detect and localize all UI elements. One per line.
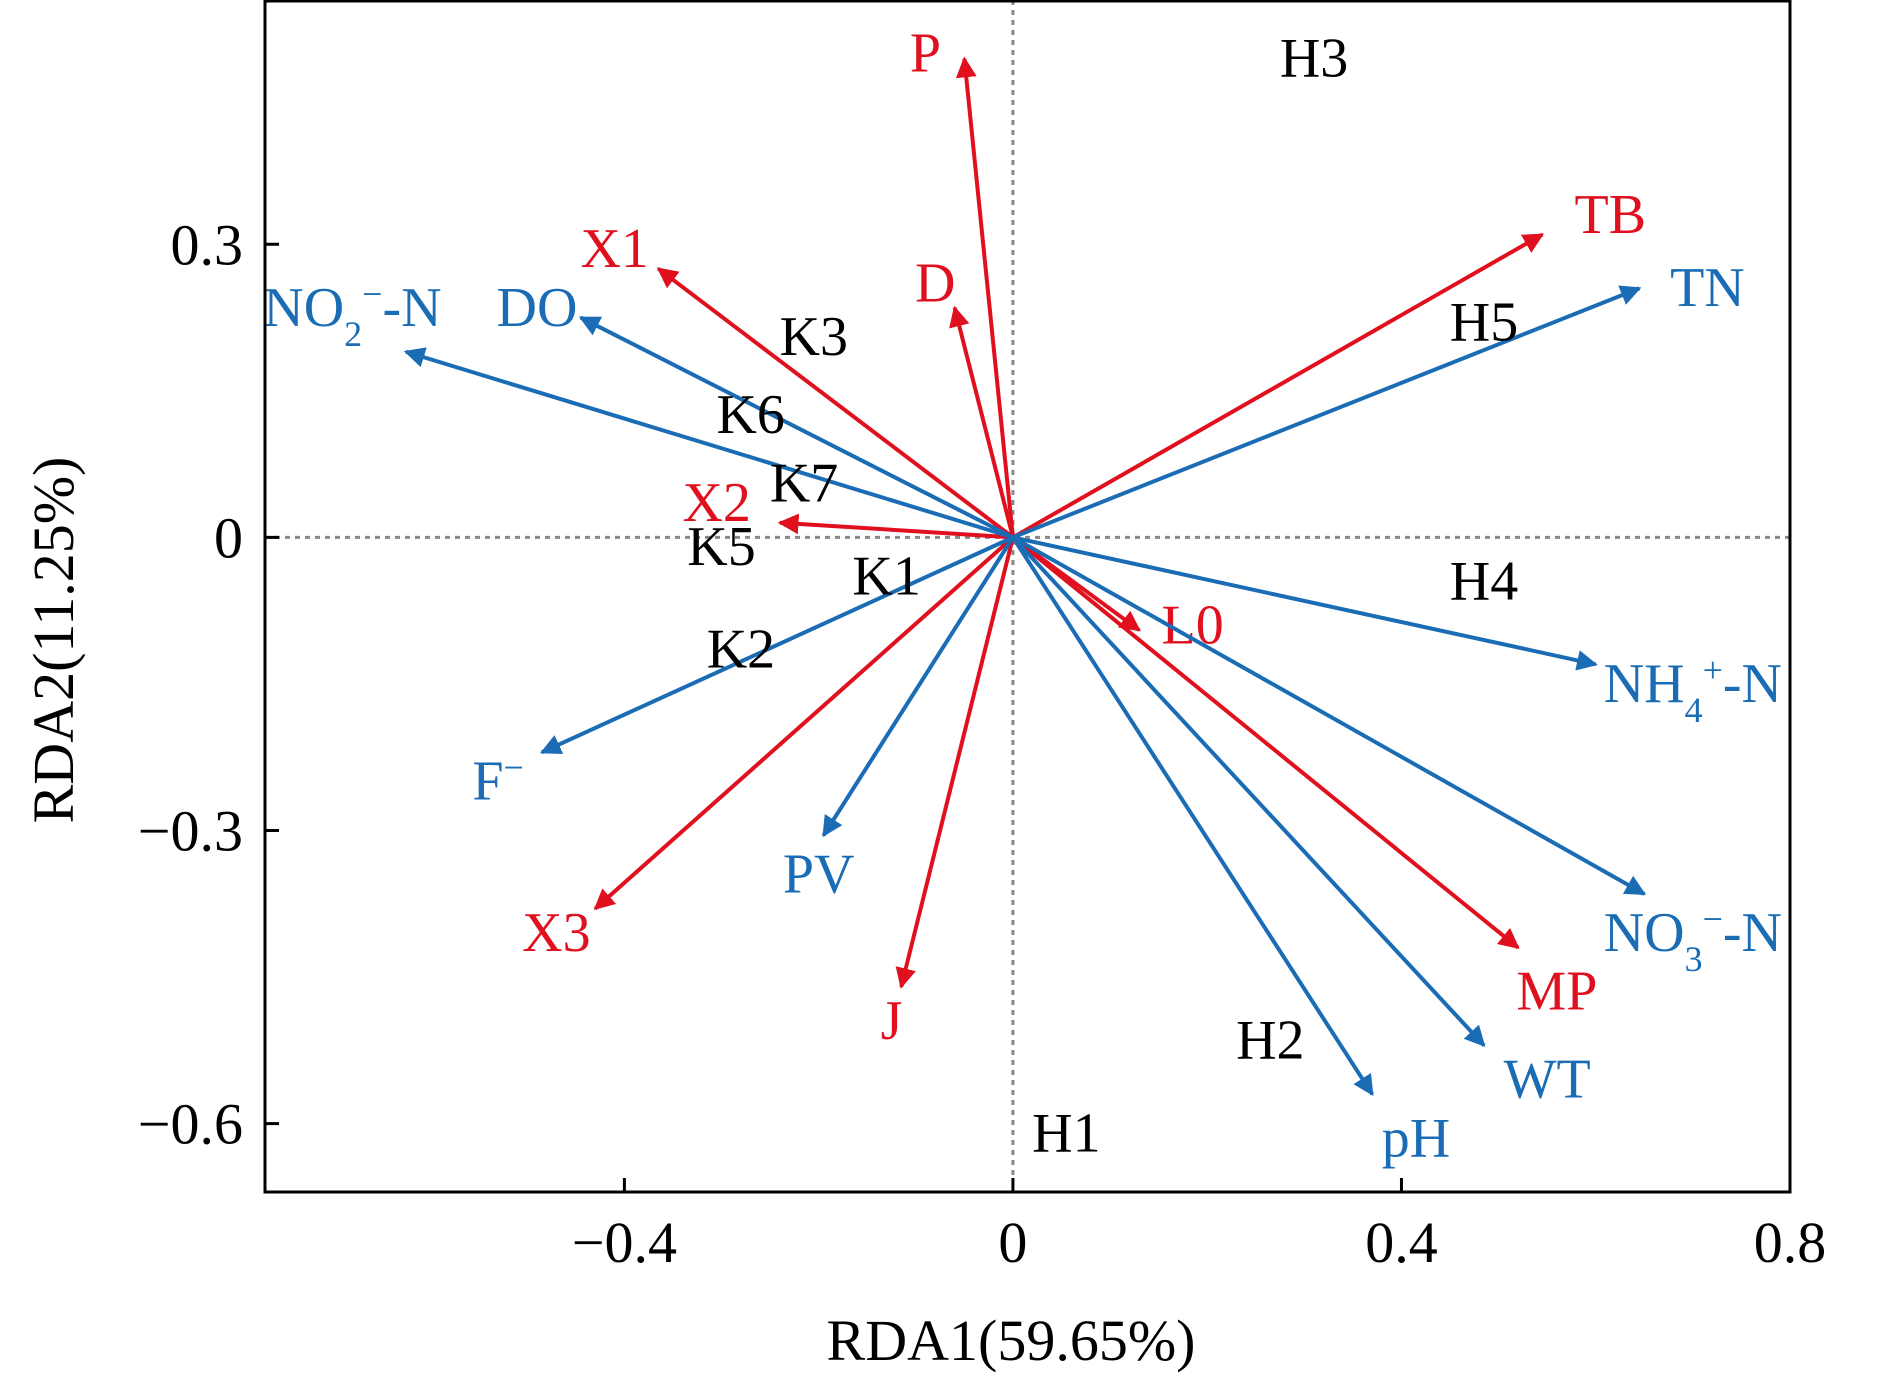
site-label-h3: H3 <box>1280 28 1348 90</box>
vector-label-nh4n: NH4+-N <box>1604 650 1782 730</box>
site-label-k6: K6 <box>716 384 784 446</box>
vector-label-no3n: NO3−-N <box>1604 899 1782 979</box>
site-label-h1: H1 <box>1032 1102 1100 1164</box>
vector-arrow-tn <box>1012 285 1642 540</box>
vector-arrow-no3n <box>1011 535 1647 896</box>
vector-arrow-j <box>895 536 1015 989</box>
vector-label-ph: pH <box>1382 1107 1450 1169</box>
vector-arrow-d <box>949 305 1015 538</box>
vector-label-do: DO <box>497 277 578 339</box>
vector-arrow-f <box>539 535 1014 755</box>
vector-arrow-x1 <box>656 267 1015 539</box>
vector-layer: PDX1X2X3JL0MPTBDONO2−-NF−PVpHWTNO3−-NNH4… <box>263 23 1782 1170</box>
x-tick-label: −0.4 <box>572 1210 677 1275</box>
vector-label-wt: WT <box>1504 1049 1591 1111</box>
vector-label-tb: TB <box>1575 184 1647 246</box>
vector-arrow-wt <box>1011 536 1486 1047</box>
x-tick-label: 0 <box>998 1210 1027 1275</box>
vector-arrow-mp <box>1011 535 1520 950</box>
vector-label-mp: MP <box>1516 961 1597 1023</box>
site-label-k7: K7 <box>770 453 838 515</box>
plot-frame <box>263 0 1792 1194</box>
y-tick-label: −0.3 <box>138 798 243 863</box>
y-tick-label: 0.3 <box>171 212 244 277</box>
vector-arrow-x3 <box>593 535 1015 911</box>
vector-label-no2n: NO2−-N <box>263 274 441 354</box>
vector-arrow-do <box>578 315 1014 540</box>
vector-label-f: F− <box>472 748 523 813</box>
y-tick-label: −0.6 <box>138 1092 243 1157</box>
site-label-k3: K3 <box>780 306 848 368</box>
site-label-h2: H2 <box>1236 1010 1304 1072</box>
site-label-k2: K2 <box>707 619 775 681</box>
vector-arrow-p <box>955 56 1015 538</box>
vector-arrow-pv <box>821 536 1015 838</box>
x-axis-title: RDA1(59.65%) <box>827 1308 1196 1373</box>
site-label-h5: H5 <box>1450 291 1518 353</box>
y-tick-label: 0 <box>214 505 243 570</box>
vector-label-j: J <box>881 990 903 1052</box>
vector-arrow-x2 <box>777 513 1014 540</box>
vector-label-pv: PV <box>783 843 855 905</box>
vector-arrow-nh4n <box>1012 535 1598 671</box>
y-axis: 0.3 0 −0.3 −0.6 <box>138 212 279 1157</box>
site-label-k5: K5 <box>687 516 755 578</box>
vector-label-d: D <box>915 252 955 314</box>
vector-arrow-tb <box>1011 232 1545 540</box>
site-label-h4: H4 <box>1450 550 1518 612</box>
site-label-k1: K1 <box>852 545 920 607</box>
y-axis-title: RDA2(11.25%) <box>21 457 86 824</box>
vector-label-x1: X1 <box>580 218 648 280</box>
vector-arrow-no2n <box>403 347 1014 540</box>
x-tick-label: 0.4 <box>1365 1210 1438 1275</box>
vector-label-p: P <box>910 23 941 85</box>
x-axis: −0.4 0 0.4 0.8 <box>572 1178 1826 1275</box>
x-tick-label: 0.8 <box>1754 1210 1827 1275</box>
vector-label-x2: X2 <box>682 472 750 534</box>
vector-arrow-ph <box>1011 536 1375 1097</box>
vector-label-tn: TN <box>1670 257 1745 319</box>
vector-label-x3: X3 <box>522 902 590 964</box>
